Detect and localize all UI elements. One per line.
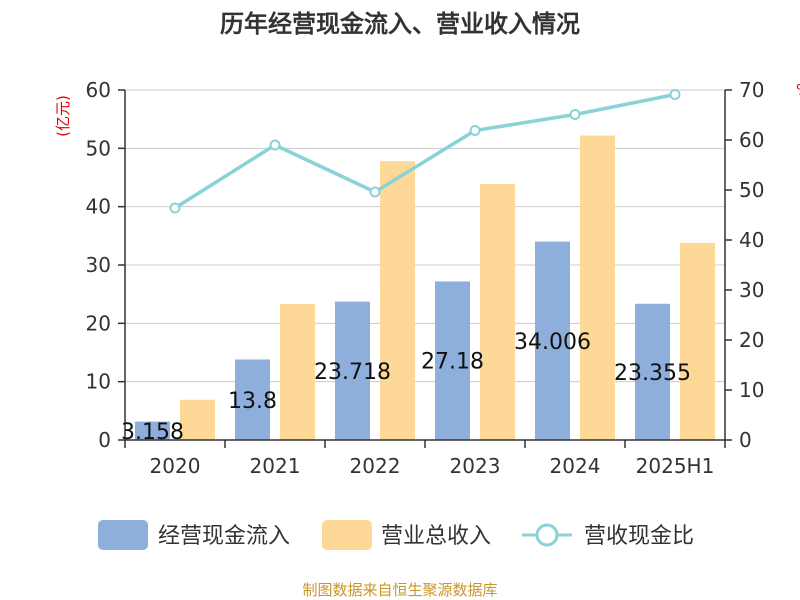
legend-label-ratio: 营收现金比 (584, 524, 694, 549)
right-axis-ticks: 0 10 20 30 40 50 60 70 (725, 78, 764, 452)
right-tick-label: 30 (739, 278, 764, 302)
legend-item-cash-inflow[interactable]: 经营现金流入 (98, 520, 290, 550)
ratio-point[interactable] (269, 139, 281, 151)
x-tick-label: 2025H1 (636, 454, 715, 478)
ratio-point[interactable] (169, 202, 181, 214)
data-labels: 3.158 13.8 23.718 27.18 34.006 23.355 (121, 330, 691, 445)
x-tick-label: 2021 (250, 454, 301, 478)
bars-group (135, 135, 715, 441)
chart-title: 历年经营现金流入、营业收入情况 (220, 10, 580, 38)
right-tick-label: 40 (739, 228, 764, 252)
x-axis-ticks: 2020 2021 2022 2023 2024 2025H1 (124, 440, 726, 478)
left-tick-label: 20 (86, 311, 111, 335)
left-axis-unit: (亿元) (54, 95, 72, 137)
left-tick-label: 10 (86, 370, 111, 394)
bar-cash-inflow[interactable] (535, 241, 570, 440)
bar-cash-inflow[interactable] (135, 421, 170, 440)
legend: 经营现金流入 营业总收入 营收现金比 (98, 520, 694, 550)
legend-item-revenue[interactable]: 营业总收入 (322, 520, 491, 550)
x-tick-label: 2023 (450, 454, 501, 478)
ratio-line (174, 92, 676, 210)
left-axis-ticks: 0 10 20 30 40 50 60 (86, 78, 125, 452)
bar-revenue[interactable] (580, 135, 615, 441)
data-label-cash-inflow: 27.18 (421, 350, 484, 375)
ratio-line-group (169, 89, 681, 214)
right-tick-label: 50 (739, 178, 764, 202)
right-axis-unit: % (796, 81, 800, 99)
bar-cash-inflow[interactable] (635, 303, 670, 440)
legend-label-revenue: 营业总收入 (381, 524, 491, 549)
legend-swatch-revenue (322, 520, 372, 550)
x-tick-label: 2024 (550, 454, 601, 478)
data-label-cash-inflow: 13.8 (228, 389, 277, 414)
data-label-cash-inflow: 23.718 (314, 360, 391, 385)
right-tick-label: 70 (739, 78, 764, 102)
left-tick-label: 50 (86, 136, 111, 160)
grid-lines (125, 89, 725, 383)
bar-cash-inflow[interactable] (435, 281, 470, 440)
bar-cash-inflow[interactable] (235, 359, 270, 441)
legend-marker-ratio (535, 523, 559, 547)
ratio-point[interactable] (369, 186, 381, 198)
data-label-cash-inflow: 34.006 (514, 330, 591, 355)
left-tick-label: 0 (98, 428, 111, 452)
x-tick-label: 2022 (350, 454, 401, 478)
ratio-point[interactable] (469, 125, 481, 136)
x-tick-label: 2020 (150, 454, 201, 478)
source-note: 制图数据来自恒生聚源数据库 (302, 581, 497, 599)
legend-item-ratio[interactable]: 营收现金比 (522, 523, 694, 549)
legend-swatch-cash-inflow (98, 520, 148, 550)
ratio-point[interactable] (669, 89, 681, 100)
left-tick-label: 40 (86, 195, 111, 219)
bar-revenue[interactable] (680, 242, 715, 440)
bar-revenue[interactable] (180, 399, 215, 440)
data-label-cash-inflow: 23.355 (614, 361, 691, 386)
left-tick-label: 60 (86, 78, 111, 102)
right-tick-label: 10 (739, 378, 764, 402)
left-tick-label: 30 (86, 253, 111, 277)
right-tick-label: 0 (739, 428, 752, 452)
data-label-cash-inflow: 3.158 (121, 420, 184, 445)
right-tick-label: 20 (739, 328, 764, 352)
bar-revenue[interactable] (480, 183, 515, 440)
right-tick-label: 60 (739, 128, 764, 152)
legend-label-cash-inflow: 经营现金流入 (158, 524, 290, 549)
bar-revenue[interactable] (380, 161, 415, 440)
bar-revenue[interactable] (280, 304, 315, 440)
ratio-point[interactable] (569, 109, 581, 120)
bar-cash-inflow[interactable] (335, 301, 370, 440)
